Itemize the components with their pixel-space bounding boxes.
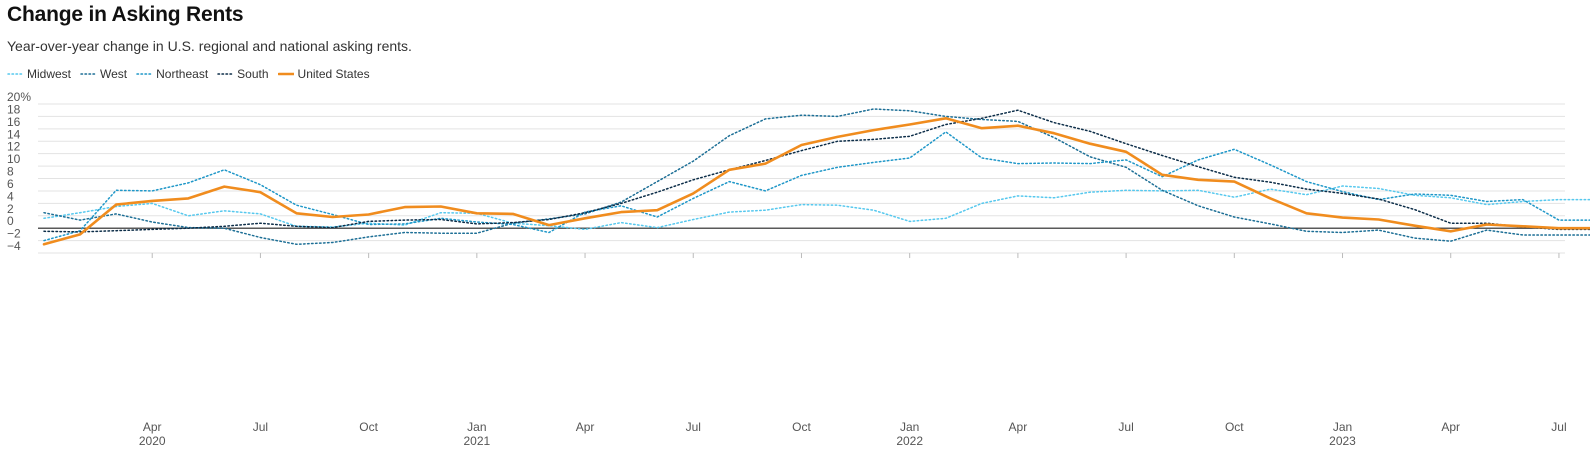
y-tick-label: 12 <box>7 140 21 154</box>
x-tick-label: Apr <box>1441 420 1460 434</box>
legend-swatch-midwest <box>7 73 23 75</box>
x-tick-label: Jul <box>686 420 701 434</box>
legend-swatch-west <box>80 73 97 75</box>
y-tick-label: 18 <box>7 102 21 116</box>
x-tick-label: Apr <box>1009 420 1028 434</box>
series-line-midwest <box>43 185 1590 231</box>
legend-label-west: West <box>100 67 128 81</box>
y-tick-label: 2 <box>7 202 14 216</box>
x-tick-year-label: 2023 <box>1329 434 1356 448</box>
x-tick-label: Apr <box>576 420 595 434</box>
x-tick-year-label: 2022 <box>896 434 923 448</box>
y-tick-label: −4 <box>7 239 21 253</box>
legend-item-south[interactable]: South <box>217 67 269 81</box>
x-tick-label: Jan <box>1333 420 1352 434</box>
legend-label-northeast: Northeast <box>156 67 209 81</box>
legend-label-south: South <box>237 67 269 81</box>
x-tick-label: Oct <box>792 420 811 434</box>
series-line-west <box>43 108 1590 246</box>
chart-title: Change in Asking Rents <box>7 3 244 26</box>
x-tick-label: Apr <box>143 420 162 434</box>
y-tick-label: 14 <box>7 127 21 141</box>
x-tick-label: Jul <box>1551 420 1566 434</box>
legend-label-united-states: United States <box>297 67 370 81</box>
y-tick-label: 4 <box>7 189 14 203</box>
series-line-united-states <box>42 117 1590 246</box>
legend-item-west[interactable]: West <box>80 67 127 81</box>
y-tick-label: 8 <box>7 165 14 179</box>
x-tick-label: Oct <box>359 420 378 434</box>
legend-item-united-states[interactable]: United States <box>277 67 370 81</box>
y-tick-label: 10 <box>7 152 21 166</box>
x-tick-label: Jul <box>1118 420 1133 434</box>
x-tick-label: Jul <box>253 420 268 434</box>
y-tick-label: 16 <box>7 115 21 129</box>
legend-item-northeast[interactable]: Northeast <box>136 67 208 81</box>
series-line-south <box>43 109 1590 233</box>
chart-subtitle: Year-over-year change in U.S. regional a… <box>7 38 412 54</box>
y-tick-label: 20% <box>7 90 31 104</box>
series-line-northeast <box>43 131 1590 242</box>
x-tick-year-label: 2021 <box>463 434 490 448</box>
y-tick-label: 6 <box>7 177 14 191</box>
x-tick-label: Jan <box>900 420 919 434</box>
x-tick-year-label: 2020 <box>139 434 166 448</box>
legend-swatch-south <box>217 73 234 75</box>
legend-swatch-northeast <box>136 73 153 75</box>
x-tick-label: Oct <box>1225 420 1244 434</box>
legend-item-midwest[interactable]: Midwest <box>7 67 71 81</box>
legend-label-midwest: Midwest <box>27 67 72 81</box>
legend: Midwest West Northeast South United Stat… <box>7 67 379 81</box>
x-tick-label: Jan <box>467 420 486 434</box>
y-tick-label: 0 <box>7 214 14 228</box>
legend-swatch-united-states <box>277 72 294 76</box>
y-tick-label: −2 <box>7 227 21 241</box>
